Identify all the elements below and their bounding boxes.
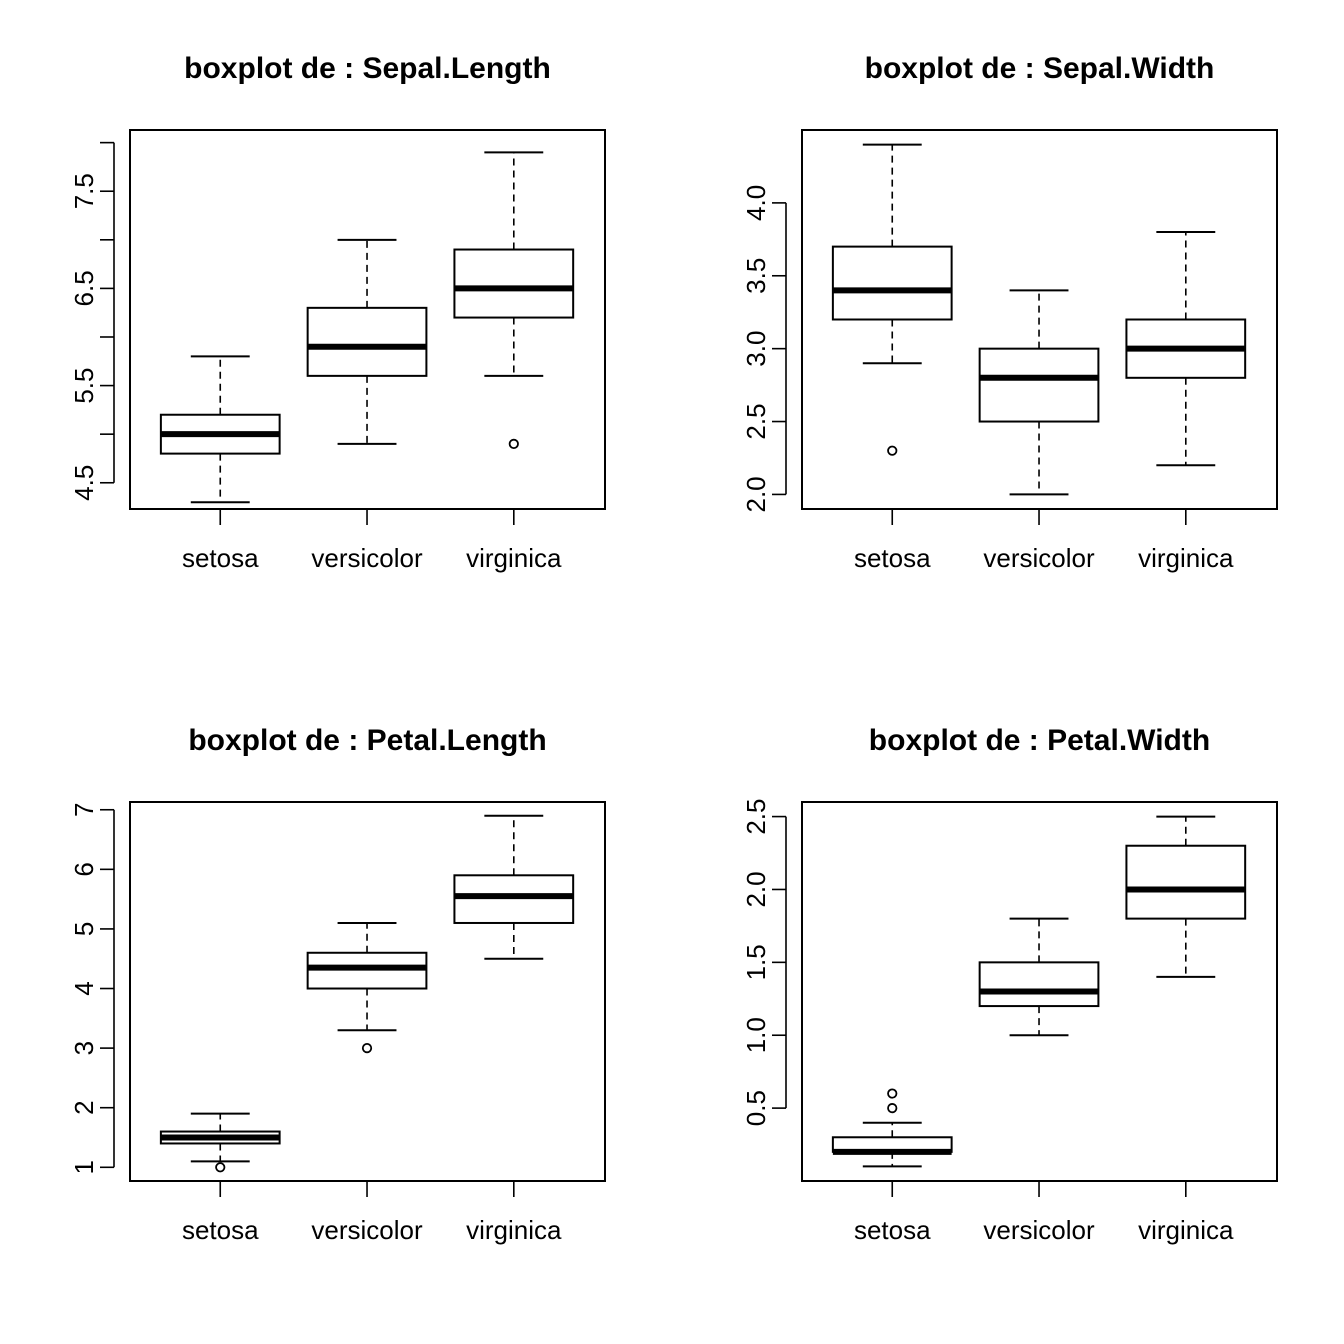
iqr-box <box>978 961 1100 1008</box>
box-setosa <box>831 1088 953 1168</box>
outlier-point <box>887 1088 898 1099</box>
y-tick-label: 3 <box>69 1041 99 1055</box>
chart-title: boxplot de : Sepal.Width <box>865 52 1215 85</box>
y-tick-label: 4 <box>69 981 99 995</box>
y-tick-label: 4.0 <box>741 185 771 221</box>
iqr-box <box>453 248 575 319</box>
x-tick-label: virginica <box>1138 543 1234 573</box>
box-versicolor <box>306 921 428 1054</box>
x-tick-label: virginica <box>466 1215 562 1245</box>
x-tick-label: versicolor <box>983 543 1095 573</box>
outlier-point <box>887 1103 898 1114</box>
y-tick-label: 6 <box>69 862 99 876</box>
y-tick-label: 5.5 <box>69 368 99 404</box>
x-tick-label: setosa <box>854 1215 931 1245</box>
y-tick-label: 2.5 <box>741 798 771 834</box>
y-tick-label: 1 <box>69 1160 99 1174</box>
iqr-box <box>831 245 953 321</box>
y-tick-label: 2 <box>69 1100 99 1114</box>
boxplot-panel-4: boxplot de : Petal.Width 0.5 1.0 1.5 2.0 2.5 s… <box>741 724 1278 1245</box>
chart-title: boxplot de : Petal.Width <box>869 724 1210 757</box>
box-versicolor <box>978 289 1100 496</box>
y-tick-label: 0.5 <box>741 1090 771 1126</box>
x-tick-label: virginica <box>1138 1215 1234 1245</box>
y-tick-label: 3.5 <box>741 258 771 294</box>
iqr-box <box>1125 844 1247 920</box>
y-tick-label: 1.0 <box>741 1017 771 1053</box>
x-tick-label: versicolor <box>983 1215 1095 1245</box>
y-tick-label: 5 <box>69 922 99 936</box>
boxplot-panel-3: boxplot de : Petal.Length 1 2 3 4 5 6 7 setosa ve… <box>69 724 606 1245</box>
box-virginica <box>1125 815 1247 978</box>
outlier-point <box>887 445 898 456</box>
box-virginica <box>453 814 575 960</box>
y-tick-label: 2.5 <box>741 403 771 439</box>
box-versicolor <box>978 917 1100 1037</box>
y-tick-label: 4.5 <box>69 465 99 501</box>
box-versicolor <box>306 238 428 445</box>
outlier-point <box>361 1043 373 1054</box>
box-setosa <box>159 1112 281 1173</box>
y-tick-label: 7 <box>69 803 99 817</box>
box-setosa <box>159 355 281 504</box>
chart-title: boxplot de : Petal.Length <box>188 724 546 757</box>
boxplot-panel-1: boxplot de : Sepal.Length 4.5 5.5 6.5 7.5 set… <box>69 52 606 573</box>
x-tick-label: virginica <box>466 543 562 573</box>
x-tick-label: versicolor <box>311 543 423 573</box>
box-setosa <box>831 143 953 456</box>
box-virginica <box>453 151 575 449</box>
panels: boxplot de : Sepal.Length 4.5 5.5 6.5 7.5 set… <box>69 52 1278 1245</box>
y-tick-label: 1.5 <box>741 944 771 980</box>
boxplot-panel-2: boxplot de : Sepal.Width 2.0 2.5 3.0 3.5 4.0 s… <box>741 52 1278 573</box>
x-tick-label: setosa <box>182 543 259 573</box>
x-tick-label: versicolor <box>311 1215 423 1245</box>
outlier-point <box>215 1162 226 1173</box>
box-virginica <box>1125 231 1247 467</box>
y-tick-label: 2.0 <box>741 476 771 512</box>
y-tick-label: 6.5 <box>69 270 99 306</box>
outlier-point <box>508 438 519 449</box>
iqr-box <box>978 347 1100 423</box>
chart-title: boxplot de : Sepal.Length <box>184 52 551 85</box>
y-tick-label: 7.5 <box>69 173 99 209</box>
x-tick-label: setosa <box>182 1215 259 1245</box>
x-tick-label: setosa <box>854 543 931 573</box>
y-tick-label: 2.0 <box>741 871 771 907</box>
iqr-box <box>306 306 428 377</box>
y-tick-label: 3.0 <box>741 331 771 367</box>
